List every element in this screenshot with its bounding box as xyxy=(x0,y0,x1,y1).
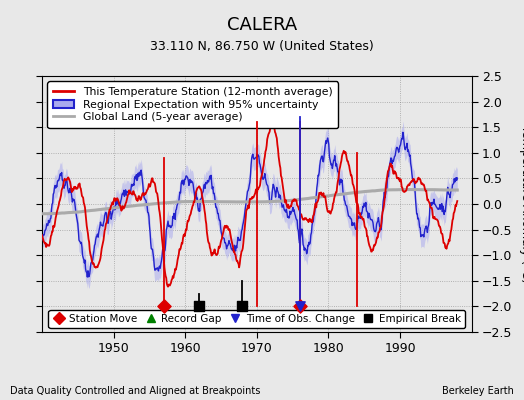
Point xyxy=(296,303,304,310)
Text: Data Quality Controlled and Aligned at Breakpoints: Data Quality Controlled and Aligned at B… xyxy=(10,386,261,396)
Point xyxy=(238,303,247,310)
Y-axis label: Temperature Anomaly (°C): Temperature Anomaly (°C) xyxy=(519,125,524,283)
Point xyxy=(159,303,168,310)
Point xyxy=(195,303,204,310)
Text: Berkeley Earth: Berkeley Earth xyxy=(442,386,514,396)
Point xyxy=(296,303,304,310)
Text: 33.110 N, 86.750 W (United States): 33.110 N, 86.750 W (United States) xyxy=(150,40,374,53)
Text: CALERA: CALERA xyxy=(227,16,297,34)
Legend: Station Move, Record Gap, Time of Obs. Change, Empirical Break: Station Move, Record Gap, Time of Obs. C… xyxy=(48,310,465,328)
